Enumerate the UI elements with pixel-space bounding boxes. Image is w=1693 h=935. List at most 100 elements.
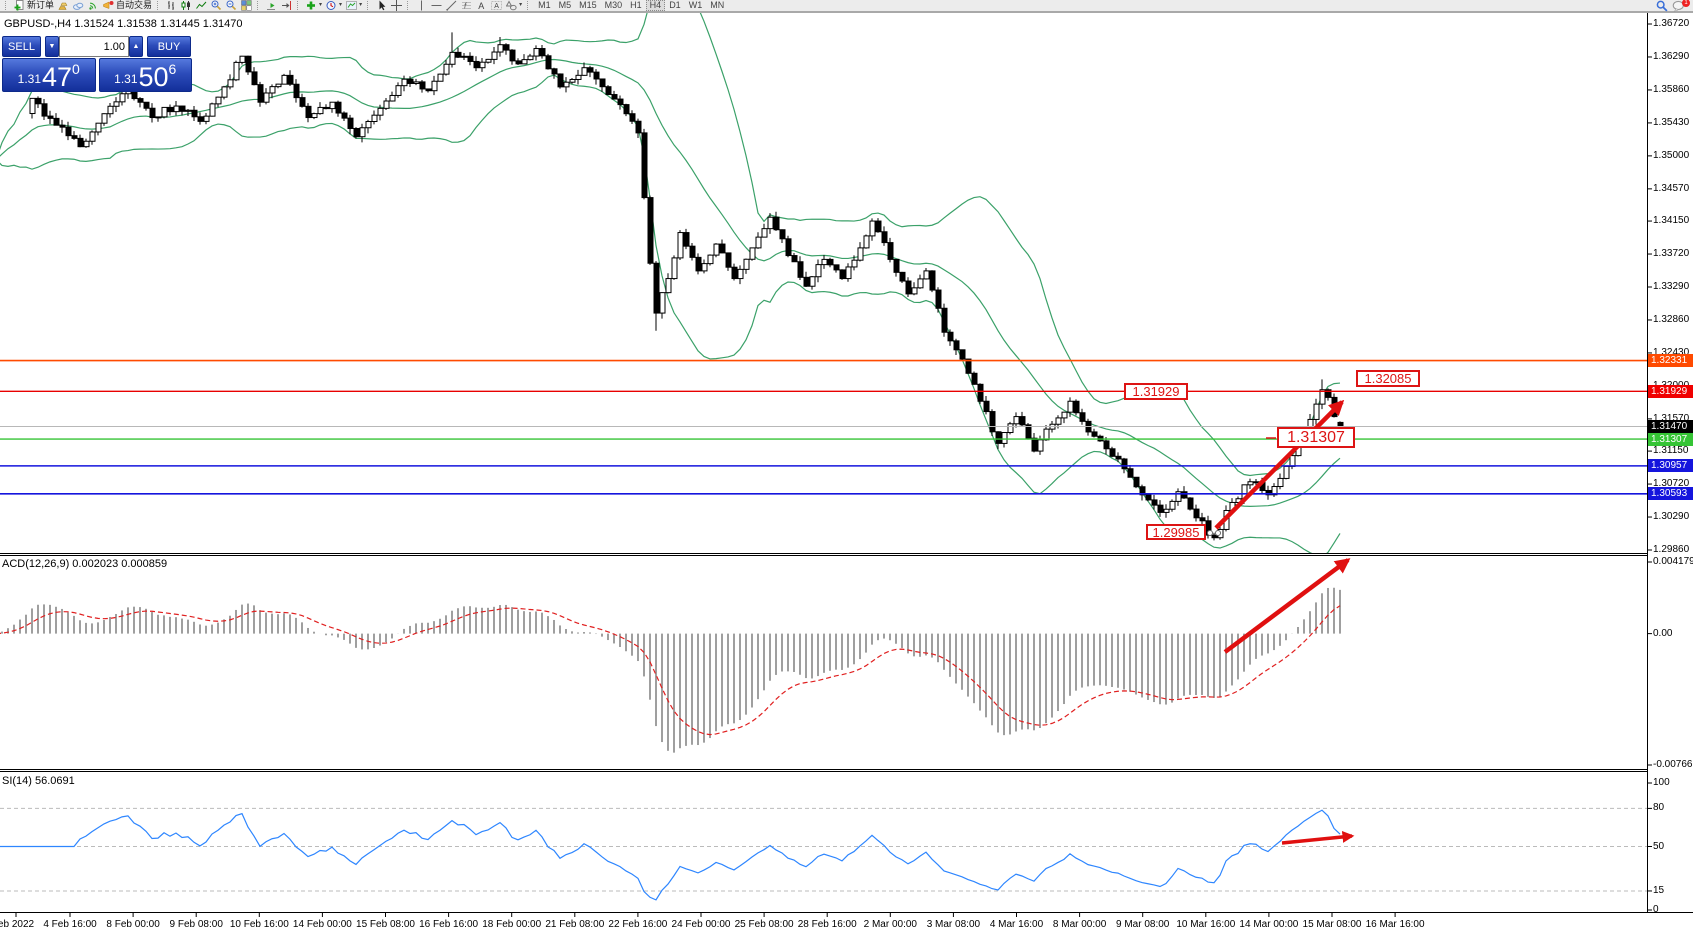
price-axis-tick: 1.32430 — [1653, 346, 1690, 358]
gold-icon — [58, 2, 68, 10]
cursor-tool-button[interactable] — [374, 0, 389, 11]
price-annotation: 1.31929 — [1124, 383, 1188, 400]
auto-scroll-button[interactable] — [264, 0, 279, 11]
time-axis-label: 22 Feb 16:00 — [608, 919, 668, 930]
ask-price-sup: 6 — [168, 61, 177, 77]
price-level-label: 1.31929 — [1648, 384, 1693, 398]
rsi-axis-tick: 50 — [1653, 840, 1665, 852]
horizontal-line-tool-button[interactable] — [429, 0, 444, 11]
bar-chart-button[interactable] — [164, 0, 179, 11]
timeframe-m15[interactable]: M15 — [575, 0, 601, 11]
time-axis-label: 3 Mar 08:00 — [926, 919, 981, 930]
toolbar-grip — [257, 1, 261, 10]
timeframe-m30[interactable]: M30 — [601, 0, 627, 11]
timeframe-d1[interactable]: D1 — [665, 0, 685, 11]
chevron-down-icon: ▾ — [519, 2, 523, 8]
volume-input[interactable] — [59, 36, 129, 57]
toolbar-grip — [297, 1, 301, 10]
trendline-tool-button[interactable] — [444, 0, 459, 11]
timeframe-m1[interactable]: M1 — [534, 0, 555, 11]
toolbar-grip — [527, 1, 531, 10]
timeframe-h1[interactable]: H1 — [626, 0, 646, 11]
time-axis-label: 14 Feb 00:00 — [292, 919, 352, 930]
time-axis-label: 8 Feb 00:00 — [106, 919, 160, 930]
rsi-axis-tick: 80 — [1653, 802, 1665, 814]
rsi-label: SI(14) 56.0691 — [2, 775, 75, 787]
new-order-button[interactable]: 新订单 — [12, 0, 56, 11]
cursor-icon — [379, 0, 386, 11]
text-icon: A — [478, 1, 484, 11]
vertical-line-tool-button[interactable] — [414, 0, 429, 11]
time-axis-label: 4 Feb 16:00 — [43, 919, 97, 930]
fibonacci-tool-button[interactable]: f — [459, 0, 474, 11]
time-axis-label: 16 Mar 16:00 — [1365, 919, 1425, 930]
templates-button[interactable]: ▾ — [344, 0, 364, 11]
time-axis-label: 8 Mar 00:00 — [1052, 919, 1107, 930]
periods-button[interactable]: ▾ — [324, 0, 344, 11]
shapes-tool-button[interactable]: ▾ — [504, 0, 524, 11]
price-axis-tick: 1.35860 — [1653, 83, 1690, 95]
line-chart-button[interactable] — [194, 0, 209, 11]
text-label-tool-button[interactable]: A — [489, 0, 504, 11]
search-button[interactable] — [1654, 0, 1670, 12]
price-tiles-row: 1.31 47 0 1.31 50 6 — [2, 58, 192, 92]
price-axis-tick: 1.33720 — [1653, 248, 1690, 260]
community-button[interactable]: 1 — [1670, 0, 1690, 12]
time-axis-label: 9 Feb 08:00 — [169, 919, 223, 930]
vertical-line-icon — [421, 0, 423, 11]
price-annotation: 1.29985 — [1146, 524, 1206, 540]
new-order-icon — [14, 0, 24, 11]
trade-controls-row: SELL ▼ ▲ BUY — [2, 36, 192, 57]
line-chart-icon — [196, 1, 207, 9]
time-axis-label: 24 Feb 00:00 — [671, 919, 731, 930]
crosshair-tool-button[interactable] — [389, 0, 404, 11]
timeframe-h4[interactable]: H4 — [645, 0, 666, 11]
sell-button[interactable]: SELL — [2, 36, 41, 57]
time-axis-label: 21 Feb 08:00 — [545, 919, 605, 930]
fibonacci-icon: f — [462, 2, 472, 11]
chevron-down-icon: ▾ — [359, 2, 363, 8]
trendline-icon — [446, 0, 457, 11]
price-axis-tick: 1.36720 — [1653, 18, 1690, 29]
chart-shift-button[interactable] — [279, 0, 294, 11]
timeframe-w1[interactable]: W1 — [685, 0, 707, 11]
ask-price-tile: 1.31 50 6 — [98, 58, 192, 92]
volume-decrease-button[interactable]: ▼ — [45, 36, 59, 57]
cloud-button[interactable] — [71, 0, 86, 11]
price-axis-tick: 1.32860 — [1653, 313, 1690, 325]
price-level-label: 1.31307 — [1648, 432, 1693, 446]
macd-label: ACD(12,26,9) 0.002023 0.000859 — [2, 558, 168, 570]
autotrade-button[interactable]: 自动交易 — [101, 0, 154, 11]
auto-scroll-icon — [267, 3, 276, 10]
price-axis-tick: 1.36290 — [1653, 50, 1690, 62]
ask-price-prefix: 1.31 — [114, 72, 138, 86]
indicators-button[interactable]: ▾ — [304, 0, 324, 11]
buy-button[interactable]: BUY — [147, 36, 191, 57]
time-axis-label: 2 Mar 00:00 — [863, 919, 917, 930]
price-axis-tick: 1.30290 — [1653, 511, 1690, 523]
toolbar-grip — [367, 1, 371, 10]
price-level-label: 1.31470 — [1648, 420, 1693, 434]
volume-increase-button[interactable]: ▲ — [129, 36, 143, 57]
tile-windows-button[interactable] — [239, 0, 254, 11]
zoom-in-button[interactable] — [209, 0, 224, 11]
candle-chart-button[interactable] — [179, 0, 194, 11]
timeframe-mn[interactable]: MN — [706, 0, 728, 11]
text-tool-button[interactable]: A — [474, 0, 489, 11]
price-annotation: 1.32085 — [1356, 370, 1420, 387]
timeframe-m5[interactable]: M5 — [555, 0, 576, 11]
zoom-out-button[interactable] — [224, 0, 239, 11]
horizontal-line-icon — [431, 5, 442, 6]
time-axis-label: 15 Mar 08:00 — [1302, 919, 1362, 930]
toolbar-grip — [5, 1, 9, 10]
time-axis-label: eb 2022 — [0, 919, 35, 930]
signal-icon — [89, 2, 96, 10]
chevron-down-icon: ▾ — [319, 2, 323, 8]
clock-icon — [326, 1, 336, 10]
text-label-icon: A — [491, 1, 502, 10]
price-axis-tick: 1.30720 — [1653, 478, 1690, 490]
deposit-button[interactable] — [56, 0, 71, 11]
signals-button[interactable] — [86, 0, 101, 11]
